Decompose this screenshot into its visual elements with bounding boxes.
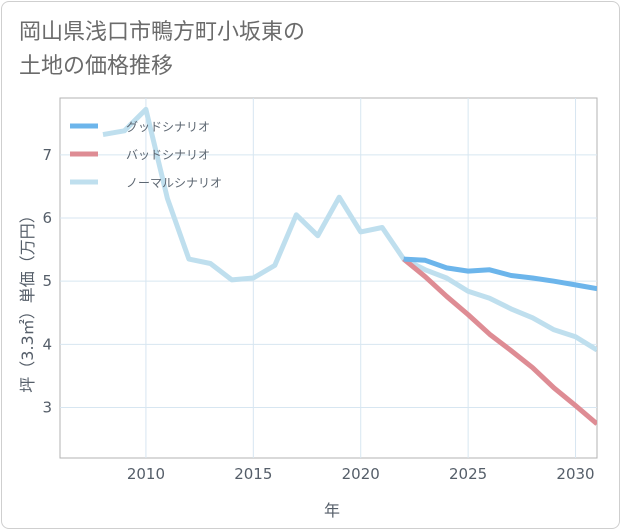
x-tick-label: 2015 bbox=[234, 465, 272, 483]
series-lines bbox=[102, 106, 597, 426]
legend-label-0: グッドシナリオ bbox=[126, 120, 210, 134]
x-axis-label: 年 bbox=[324, 501, 340, 520]
chart-title: 岡山県浅口市鴨方町小坂東の 土地の価格推移 bbox=[19, 20, 306, 79]
plot-area bbox=[59, 97, 598, 459]
y-tick-label: 5 bbox=[42, 272, 52, 290]
series-line-0 bbox=[403, 256, 597, 292]
tick-labels: 2010 2015 2020 2025 2030 3 4 5 6 7 bbox=[42, 146, 594, 483]
y-tick-label: 6 bbox=[42, 209, 52, 227]
x-tick-label: 2010 bbox=[127, 465, 165, 483]
y-axis-label: 坪（3.3㎡）単価（万円） bbox=[18, 207, 37, 392]
series-line-2 bbox=[102, 106, 597, 353]
legend-label-2: ノーマルシナリオ bbox=[126, 176, 222, 190]
series-line-1 bbox=[402, 257, 597, 426]
legend-label-1: バッドシナリオ bbox=[126, 148, 210, 162]
y-tick-label: 3 bbox=[42, 398, 52, 416]
x-tick-label: 2025 bbox=[449, 465, 487, 483]
y-tick-label: 4 bbox=[42, 335, 52, 353]
x-tick-label: 2030 bbox=[556, 465, 594, 483]
x-tick-label: 2020 bbox=[342, 465, 380, 483]
y-tick-label: 7 bbox=[42, 146, 52, 164]
